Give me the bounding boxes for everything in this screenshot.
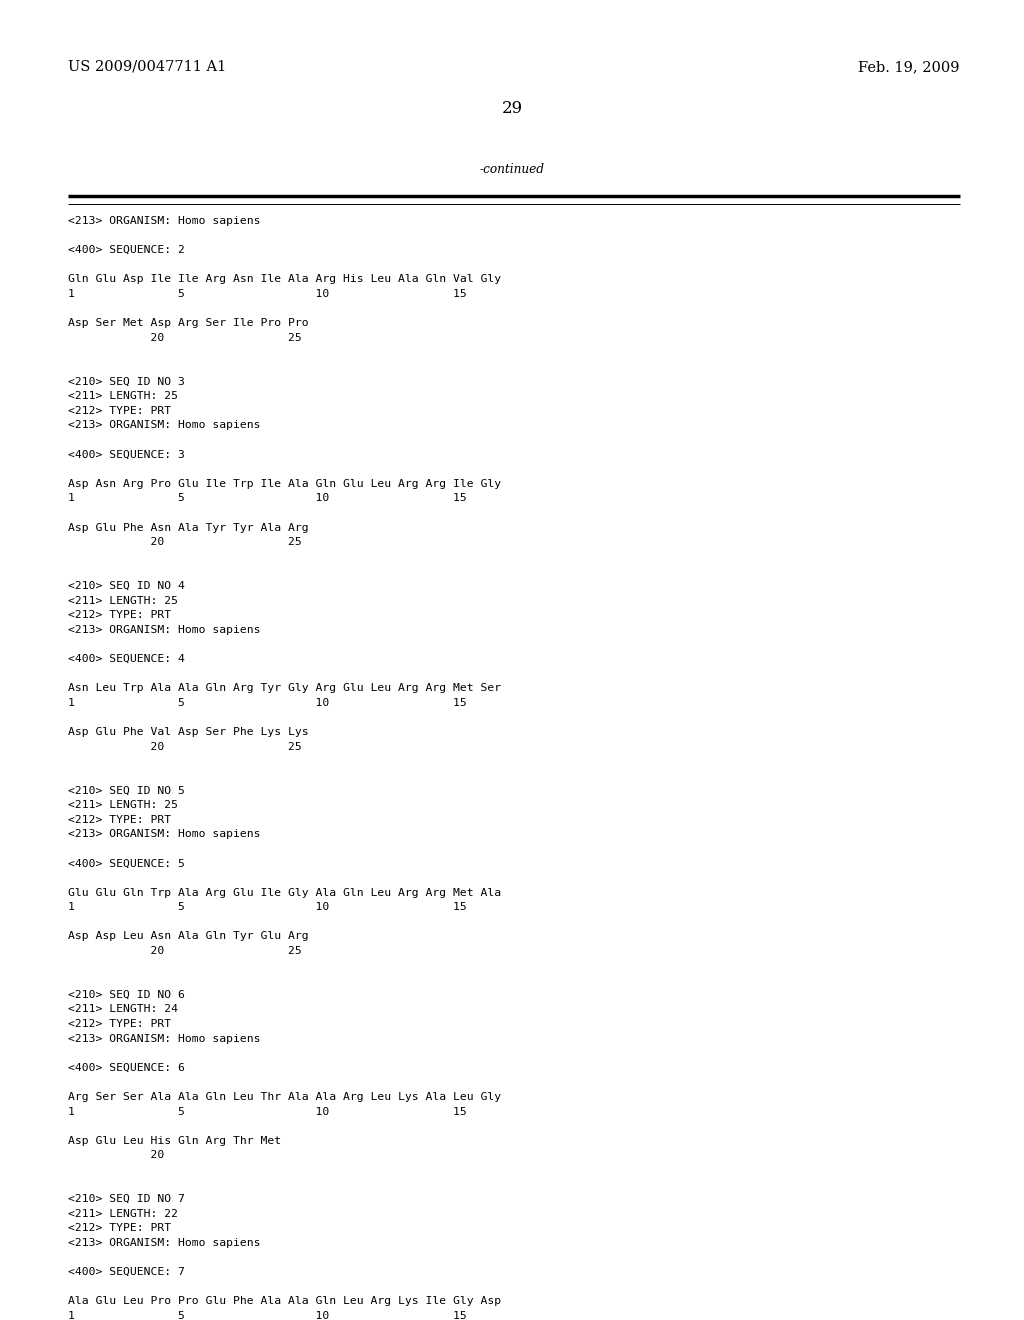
- Text: <212> TYPE: PRT: <212> TYPE: PRT: [68, 1224, 171, 1233]
- Text: <210> SEQ ID NO 5: <210> SEQ ID NO 5: [68, 785, 185, 796]
- Text: Asn Leu Trp Ala Ala Gln Arg Tyr Gly Arg Glu Leu Arg Arg Met Ser: Asn Leu Trp Ala Ala Gln Arg Tyr Gly Arg …: [68, 684, 501, 693]
- Text: <212> TYPE: PRT: <212> TYPE: PRT: [68, 610, 171, 620]
- Text: 20                  25: 20 25: [68, 742, 302, 751]
- Text: <210> SEQ ID NO 7: <210> SEQ ID NO 7: [68, 1195, 185, 1204]
- Text: <400> SEQUENCE: 5: <400> SEQUENCE: 5: [68, 858, 185, 869]
- Text: <400> SEQUENCE: 7: <400> SEQUENCE: 7: [68, 1267, 185, 1278]
- Text: <213> ORGANISM: Homo sapiens: <213> ORGANISM: Homo sapiens: [68, 1034, 260, 1044]
- Text: Asp Asn Arg Pro Glu Ile Trp Ile Ala Gln Glu Leu Arg Arg Ile Gly: Asp Asn Arg Pro Glu Ile Trp Ile Ala Gln …: [68, 479, 501, 488]
- Text: <210> SEQ ID NO 6: <210> SEQ ID NO 6: [68, 990, 185, 999]
- Text: <210> SEQ ID NO 3: <210> SEQ ID NO 3: [68, 376, 185, 387]
- Text: 20                  25: 20 25: [68, 537, 302, 548]
- Text: <400> SEQUENCE: 2: <400> SEQUENCE: 2: [68, 246, 185, 255]
- Text: Asp Glu Phe Val Asp Ser Phe Lys Lys: Asp Glu Phe Val Asp Ser Phe Lys Lys: [68, 727, 308, 737]
- Text: <211> LENGTH: 22: <211> LENGTH: 22: [68, 1209, 178, 1218]
- Text: Asp Glu Phe Asn Ala Tyr Tyr Ala Arg: Asp Glu Phe Asn Ala Tyr Tyr Ala Arg: [68, 523, 308, 532]
- Text: 20                  25: 20 25: [68, 333, 302, 343]
- Text: Arg Ser Ser Ala Ala Gln Leu Thr Ala Ala Arg Leu Lys Ala Leu Gly: Arg Ser Ser Ala Ala Gln Leu Thr Ala Ala …: [68, 1092, 501, 1102]
- Text: <210> SEQ ID NO 4: <210> SEQ ID NO 4: [68, 581, 185, 591]
- Text: Feb. 19, 2009: Feb. 19, 2009: [858, 59, 961, 74]
- Text: <211> LENGTH: 25: <211> LENGTH: 25: [68, 800, 178, 810]
- Text: <211> LENGTH: 25: <211> LENGTH: 25: [68, 595, 178, 606]
- Text: <400> SEQUENCE: 4: <400> SEQUENCE: 4: [68, 653, 185, 664]
- Text: <213> ORGANISM: Homo sapiens: <213> ORGANISM: Homo sapiens: [68, 624, 260, 635]
- Text: <212> TYPE: PRT: <212> TYPE: PRT: [68, 814, 171, 825]
- Text: 20: 20: [68, 1151, 164, 1160]
- Text: <400> SEQUENCE: 3: <400> SEQUENCE: 3: [68, 450, 185, 459]
- Text: <211> LENGTH: 25: <211> LENGTH: 25: [68, 391, 178, 401]
- Text: US 2009/0047711 A1: US 2009/0047711 A1: [68, 59, 226, 74]
- Text: <212> TYPE: PRT: <212> TYPE: PRT: [68, 405, 171, 416]
- Text: <213> ORGANISM: Homo sapiens: <213> ORGANISM: Homo sapiens: [68, 1238, 260, 1247]
- Text: <400> SEQUENCE: 6: <400> SEQUENCE: 6: [68, 1063, 185, 1073]
- Text: 1               5                   10                  15: 1 5 10 15: [68, 494, 467, 503]
- Text: 1               5                   10                  15: 1 5 10 15: [68, 289, 467, 300]
- Text: Glu Glu Gln Trp Ala Arg Glu Ile Gly Ala Gln Leu Arg Arg Met Ala: Glu Glu Gln Trp Ala Arg Glu Ile Gly Ala …: [68, 887, 501, 898]
- Text: 1               5                   10                  15: 1 5 10 15: [68, 902, 467, 912]
- Text: Asp Asp Leu Asn Ala Gln Tyr Glu Arg: Asp Asp Leu Asn Ala Gln Tyr Glu Arg: [68, 932, 308, 941]
- Text: <212> TYPE: PRT: <212> TYPE: PRT: [68, 1019, 171, 1030]
- Text: 29: 29: [502, 100, 522, 117]
- Text: 20                  25: 20 25: [68, 946, 302, 956]
- Text: -continued: -continued: [479, 162, 545, 176]
- Text: 1               5                   10                  15: 1 5 10 15: [68, 1311, 467, 1320]
- Text: Asp Ser Met Asp Arg Ser Ile Pro Pro: Asp Ser Met Asp Arg Ser Ile Pro Pro: [68, 318, 308, 329]
- Text: <211> LENGTH: 24: <211> LENGTH: 24: [68, 1005, 178, 1014]
- Text: <213> ORGANISM: Homo sapiens: <213> ORGANISM: Homo sapiens: [68, 420, 260, 430]
- Text: Gln Glu Asp Ile Ile Arg Asn Ile Ala Arg His Leu Ala Gln Val Gly: Gln Glu Asp Ile Ile Arg Asn Ile Ala Arg …: [68, 275, 501, 284]
- Text: <213> ORGANISM: Homo sapiens: <213> ORGANISM: Homo sapiens: [68, 216, 260, 226]
- Text: 1               5                   10                  15: 1 5 10 15: [68, 698, 467, 708]
- Text: Ala Glu Leu Pro Pro Glu Phe Ala Ala Gln Leu Arg Lys Ile Gly Asp: Ala Glu Leu Pro Pro Glu Phe Ala Ala Gln …: [68, 1296, 501, 1307]
- Text: <213> ORGANISM: Homo sapiens: <213> ORGANISM: Homo sapiens: [68, 829, 260, 840]
- Text: 1               5                   10                  15: 1 5 10 15: [68, 1106, 467, 1117]
- Text: Asp Glu Leu His Gln Arg Thr Met: Asp Glu Leu His Gln Arg Thr Met: [68, 1135, 282, 1146]
